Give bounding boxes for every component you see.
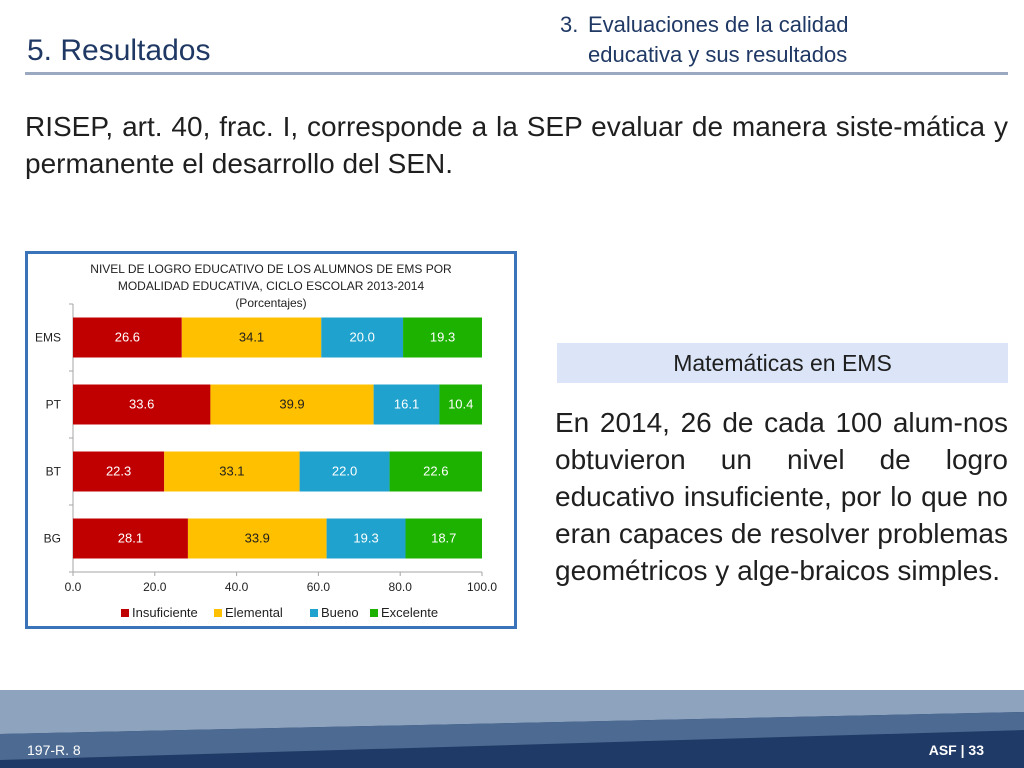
- chart-frame: NIVEL DE LOGRO EDUCATIVO DE LOS ALUMNOS …: [25, 251, 517, 629]
- bar-segment-elemental: [210, 384, 374, 425]
- section-line-1: 3. Evaluaciones de la calidad: [560, 10, 849, 40]
- bar-segment-bueno: [326, 518, 406, 559]
- data-label: 22.3: [106, 464, 131, 479]
- data-label: 22.6: [423, 464, 448, 479]
- chart-title-line: NIVEL DE LOGRO EDUCATIVO DE LOS ALUMNOS …: [90, 262, 452, 276]
- section-line-2: educativa y sus resultados: [588, 42, 848, 67]
- category-label: EMS: [35, 331, 61, 345]
- page-title: 5. Resultados: [27, 34, 211, 67]
- bar-segment-excelente: [439, 384, 482, 425]
- bar-segment-insuficiente: [73, 451, 165, 492]
- legend-swatch-bueno: [310, 609, 318, 617]
- bar-segment-bueno: [299, 451, 390, 492]
- bar-segment-insuficiente: [73, 317, 182, 358]
- data-label: 39.9: [279, 397, 304, 412]
- result-paragraph: En 2014, 26 de cada 100 alum-nos obtuvie…: [555, 407, 1008, 586]
- bar-segment-elemental: [164, 451, 300, 492]
- legend-swatch-elemental: [214, 609, 222, 617]
- page-number: ASF | 33: [928, 742, 984, 758]
- bar-segment-insuficiente: [73, 384, 211, 425]
- data-label: 10.4: [448, 397, 473, 412]
- subject-label: Matemáticas en EMS: [557, 343, 1008, 383]
- data-label: 33.9: [245, 531, 270, 546]
- legend-label: Bueno: [321, 605, 359, 620]
- category-label: BG: [44, 532, 61, 546]
- bar-segment-excelente: [389, 451, 482, 492]
- footer-band: [0, 690, 1024, 768]
- category-label: PT: [46, 398, 62, 412]
- x-tick-label: 0.0: [65, 580, 82, 594]
- intro-paragraph: RISEP, art. 40, frac. I, corresponde a l…: [25, 111, 1008, 179]
- data-label: 19.3: [353, 531, 378, 546]
- data-label: 22.0: [332, 464, 357, 479]
- chart-title-line: MODALIDAD EDUCATIVA, CICLO ESCOLAR 2013-…: [118, 279, 425, 293]
- data-label: 20.0: [350, 330, 375, 345]
- x-tick-label: 80.0: [389, 580, 413, 594]
- legend-swatch-insuficiente: [121, 609, 129, 617]
- x-tick-label: 20.0: [143, 580, 167, 594]
- legend-swatch-excelente: [370, 609, 378, 617]
- bar-segment-bueno: [373, 384, 440, 425]
- data-label: 33.1: [219, 464, 244, 479]
- bar-segment-bueno: [321, 317, 404, 358]
- x-tick-label: 40.0: [225, 580, 249, 594]
- legend-label: Excelente: [381, 605, 438, 620]
- header-divider: [25, 72, 1008, 75]
- data-label: 34.1: [239, 330, 264, 345]
- stacked-bar-chart: NIVEL DE LOGRO EDUCATIVO DE LOS ALUMNOS …: [35, 262, 497, 620]
- bar-segment-excelente: [403, 317, 482, 358]
- data-label: 28.1: [118, 531, 143, 546]
- section-line-1-text: Evaluaciones de la calidad: [588, 12, 849, 37]
- category-label: BT: [46, 465, 62, 479]
- bar-segment-elemental: [187, 518, 327, 559]
- section-heading: 3. Evaluaciones de la calidad educativa y…: [560, 10, 849, 70]
- legend-label: Insuficiente: [132, 605, 198, 620]
- data-label: 33.6: [129, 397, 154, 412]
- x-tick-label: 100.0: [467, 580, 497, 594]
- slide-code: 197-R. 8: [27, 742, 81, 758]
- data-label: 18.7: [431, 531, 456, 546]
- footer-graphic: [0, 690, 1024, 768]
- section-number: 3.: [560, 12, 579, 37]
- bar-segment-insuficiente: [73, 518, 188, 559]
- bar-segment-excelente: [405, 518, 482, 559]
- chart-title-line: (Porcentajes): [235, 296, 306, 310]
- data-label: 19.3: [430, 330, 455, 345]
- x-tick-label: 60.0: [307, 580, 331, 594]
- data-label: 26.6: [115, 330, 140, 345]
- legend-label: Elemental: [225, 605, 283, 620]
- data-label: 16.1: [394, 397, 419, 412]
- bar-segment-elemental: [181, 317, 322, 358]
